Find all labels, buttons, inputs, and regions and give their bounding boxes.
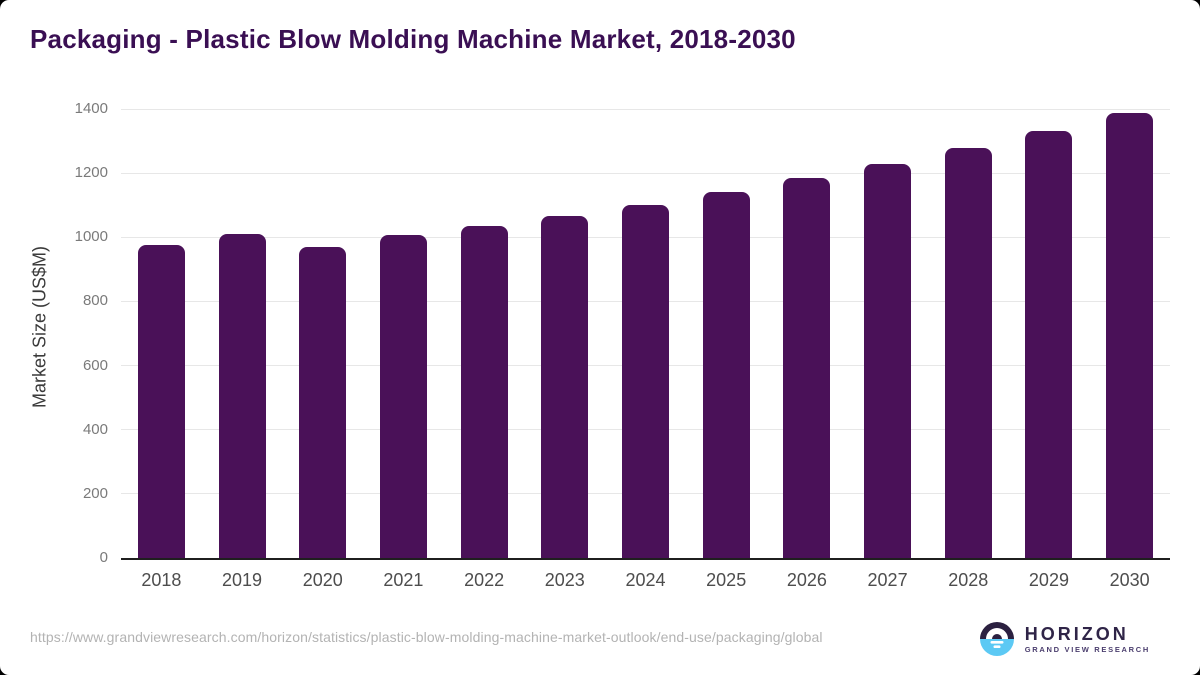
logo-text: HORIZON GRAND VIEW RESEARCH <box>1025 625 1150 654</box>
bar-2025 <box>702 192 750 558</box>
y-tick-label-200: 200 <box>82 484 108 502</box>
gridline-1200 <box>121 172 1170 174</box>
bar-2030 <box>1106 112 1154 558</box>
y-tick-label-800: 800 <box>82 292 108 310</box>
x-label-2028: 2028 <box>948 570 989 590</box>
bar-2027 <box>864 164 912 558</box>
y-tick-label-400: 400 <box>82 420 108 438</box>
chart-title: Packaging - Plastic Blow Molding Machine… <box>30 24 796 54</box>
x-label-2025: 2025 <box>706 570 747 590</box>
x-label-2029: 2029 <box>1028 570 1069 590</box>
y-tick-label-1400: 1400 <box>74 100 108 117</box>
bar-2020 <box>299 246 347 558</box>
logo-tagline: GRAND VIEW RESEARCH <box>1024 644 1150 654</box>
y-tick-label-0: 0 <box>99 549 108 566</box>
logo-brand: HORIZON <box>1024 623 1129 644</box>
x-label-2027: 2027 <box>867 570 908 590</box>
x-label-2018: 2018 <box>141 570 182 590</box>
x-label-2021: 2021 <box>383 570 424 590</box>
bar-2023 <box>541 215 589 558</box>
plot-area: 0 200 400 600 800 1000 1200 1400 2018 2019 2020 202… <box>75 101 1170 590</box>
bar-2022 <box>460 226 508 558</box>
x-label-2024: 2024 <box>625 570 666 590</box>
horizon-sun-icon <box>979 622 1014 656</box>
bar-2021 <box>379 235 427 558</box>
gridline-1400 <box>121 108 1170 110</box>
bar-2018 <box>137 245 185 558</box>
y-tick-label-1200: 1200 <box>74 164 108 182</box>
bar-2024 <box>622 205 669 558</box>
x-label-2030: 2030 <box>1109 570 1150 590</box>
bar-2026 <box>783 177 831 558</box>
bar-2028 <box>944 148 992 558</box>
x-axis-line <box>121 558 1170 560</box>
x-label-2026: 2026 <box>786 570 827 590</box>
bar-2029 <box>1025 131 1073 558</box>
horizon-logo: HORIZON GRAND VIEW RESEARCH <box>979 622 1150 656</box>
y-axis-title: Market Size (US$M) <box>29 245 50 409</box>
y-tick-label-600: 600 <box>82 356 108 374</box>
y-tick-label-1000: 1000 <box>74 228 108 246</box>
x-label-2019: 2019 <box>222 570 263 590</box>
x-label-2023: 2023 <box>544 570 585 590</box>
source-url: https://www.grandviewresearch.com/horizo… <box>30 629 823 645</box>
bar-2019 <box>218 234 266 558</box>
x-label-2022: 2022 <box>464 570 505 590</box>
x-label-2020: 2020 <box>302 570 343 590</box>
